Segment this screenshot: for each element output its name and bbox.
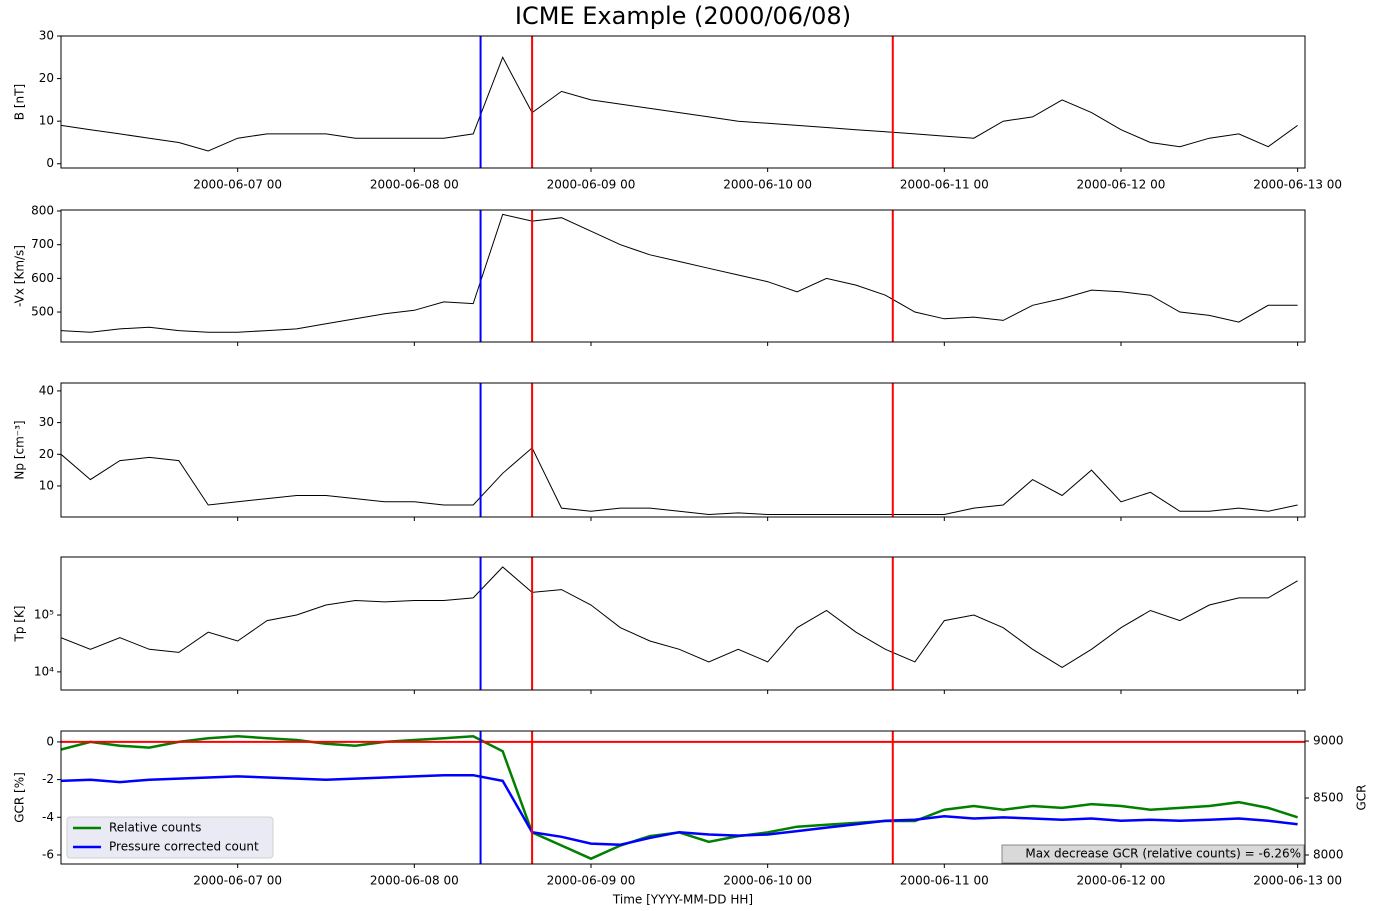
x-tick-label: 2000-06-12 00 bbox=[1077, 178, 1166, 192]
y-tick-label: -4 bbox=[42, 810, 54, 824]
y-tick-label: 40 bbox=[39, 383, 54, 397]
y-axis-label: Np [cm⁻³] bbox=[13, 420, 27, 479]
y-axis-label: Tp [K] bbox=[13, 606, 27, 643]
data-line bbox=[61, 213, 1298, 333]
x-tick-label: 2000-06-10 00 bbox=[723, 178, 812, 192]
legend-label: Pressure corrected count bbox=[109, 840, 259, 854]
y2-tick-label: 8000 bbox=[1313, 847, 1344, 861]
x-tick-label: 2000-06-11 00 bbox=[900, 874, 989, 888]
annotation-box bbox=[1001, 844, 1305, 864]
x-tick-label: 2000-06-13 00 bbox=[1253, 178, 1342, 192]
legend-box bbox=[66, 816, 274, 859]
data-line bbox=[61, 447, 1298, 516]
x-tick-label: 2000-06-11 00 bbox=[900, 178, 989, 192]
data-line bbox=[61, 56, 1298, 152]
legend-label: Relative counts bbox=[109, 821, 201, 835]
y-tick-label: 600 bbox=[31, 271, 54, 285]
data-line bbox=[61, 773, 1298, 846]
axes-frame bbox=[60, 556, 1306, 691]
axes-frame bbox=[60, 209, 1306, 343]
axes-frame bbox=[60, 382, 1306, 518]
x-axis-label: Time [YYYY-MM-DD HH] bbox=[612, 893, 753, 907]
data-line bbox=[61, 566, 1298, 668]
y-axis-label: GCR [%] bbox=[13, 772, 27, 823]
y-tick-label: 500 bbox=[31, 305, 54, 319]
x-tick-label: 2000-06-08 00 bbox=[370, 874, 459, 888]
y-tick-label: 10 bbox=[39, 478, 54, 492]
x-tick-label: 2000-06-13 00 bbox=[1253, 874, 1342, 888]
y2-axis-label: GCR bbox=[1355, 784, 1369, 810]
y-tick-label: 10⁴ bbox=[34, 664, 54, 678]
y-tick-label: 10 bbox=[39, 114, 54, 128]
y2-tick-label: 8500 bbox=[1313, 791, 1344, 805]
y-tick-label: -2 bbox=[42, 772, 54, 786]
y-tick-label: 30 bbox=[39, 415, 54, 429]
x-tick-label: 2000-06-09 00 bbox=[547, 874, 636, 888]
x-tick-label: 2000-06-08 00 bbox=[370, 178, 459, 192]
x-tick-label: 2000-06-10 00 bbox=[723, 874, 812, 888]
y-tick-label: 0 bbox=[46, 734, 54, 748]
y-axis-label: -Vx [Km/s] bbox=[13, 245, 27, 307]
y-tick-label: 30 bbox=[39, 29, 54, 43]
axes-frame bbox=[60, 730, 1306, 865]
y-tick-label: 700 bbox=[31, 237, 54, 251]
y-tick-label: 10⁵ bbox=[34, 608, 54, 622]
chart-title: ICME Example (2000/06/08) bbox=[515, 2, 851, 30]
y-axis-label: B [nT] bbox=[13, 84, 27, 120]
y-tick-label: 20 bbox=[39, 447, 54, 461]
x-tick-label: 2000-06-07 00 bbox=[193, 874, 282, 888]
y-tick-label: 800 bbox=[31, 204, 54, 218]
annotation: Max decrease GCR (relative counts) = -6.… bbox=[1025, 847, 1301, 861]
y-tick-label: 20 bbox=[39, 71, 54, 85]
x-tick-label: 2000-06-07 00 bbox=[193, 178, 282, 192]
y2-tick-label: 9000 bbox=[1313, 734, 1344, 748]
y-tick-label: 0 bbox=[46, 156, 54, 170]
axes-frame bbox=[60, 35, 1306, 169]
y-tick-label: -6 bbox=[42, 847, 54, 861]
x-tick-label: 2000-06-09 00 bbox=[547, 178, 636, 192]
x-tick-label: 2000-06-12 00 bbox=[1077, 874, 1166, 888]
